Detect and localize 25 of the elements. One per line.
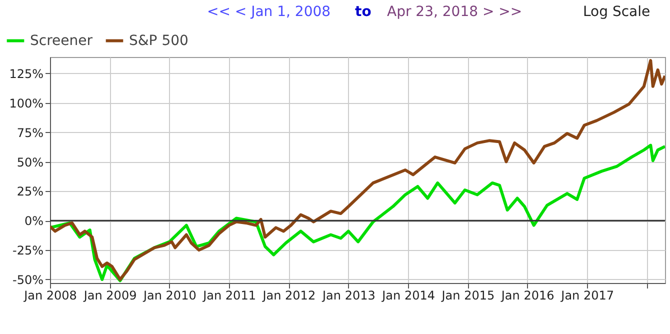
x-tick-label: Jan 2009 — [82, 288, 137, 302]
y-tick-label: 0% — [24, 214, 44, 228]
y-tick-label: 100% — [9, 96, 44, 110]
x-tick-label: Jan 2014 — [381, 288, 435, 302]
x-tick-label: Jan 2015 — [440, 288, 495, 302]
legend-label: Screener — [30, 32, 93, 49]
y-tick-label: 125% — [9, 66, 44, 81]
x-tick-label: Jan 2016 — [500, 288, 554, 302]
text: << < Jan 1, 2008 — [207, 4, 331, 20]
text: Log Scale — [583, 4, 650, 20]
y-tick-label: 75% — [16, 126, 44, 140]
x-tick-label: Jan 2017 — [560, 288, 614, 302]
x-tick-label: Jan 2011 — [202, 288, 256, 302]
text: to — [355, 4, 372, 20]
x-tick-label: Jan 2012 — [262, 288, 316, 302]
legend-label: S&P 500 — [129, 32, 188, 49]
y-tick-label: 50% — [16, 155, 44, 170]
text: Apr 23, 2018 > >> — [387, 4, 522, 20]
y-tick-label: 25% — [16, 184, 44, 199]
y-tick-label: -25% — [12, 244, 44, 258]
x-tick-label: Jan 2013 — [322, 288, 376, 302]
y-tick-label: -50% — [12, 272, 44, 287]
line-series — [50, 59, 665, 281]
x-tick-label: Jan 2008 — [23, 288, 77, 302]
x-tick-label: Jan 2010 — [142, 288, 196, 302]
